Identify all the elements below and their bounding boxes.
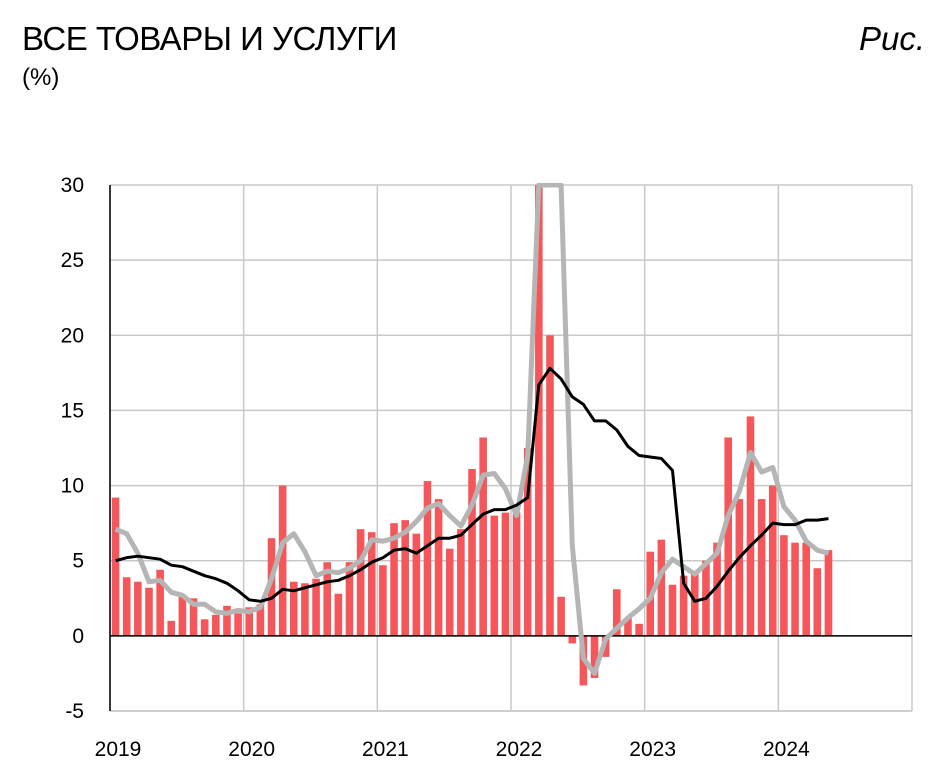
bar — [412, 533, 421, 636]
x-tick-label: 2023 — [629, 738, 676, 761]
bar — [445, 548, 454, 636]
bar — [434, 499, 443, 636]
bar — [156, 569, 164, 636]
y-tick-label: 15 — [61, 399, 84, 422]
bar — [523, 448, 532, 636]
x-tick-label: 2020 — [228, 738, 275, 761]
bar — [501, 512, 510, 636]
bar — [345, 562, 354, 636]
bar — [668, 584, 677, 636]
y-tick-label: 5 — [72, 550, 84, 573]
bar — [724, 437, 732, 636]
y-tick-label: 20 — [61, 324, 84, 347]
bar — [367, 532, 376, 636]
bar — [490, 515, 499, 636]
bar — [568, 635, 577, 644]
bar — [613, 589, 621, 636]
bar — [334, 593, 343, 636]
black-line-series — [115, 366, 829, 603]
x-tick-label: 2019 — [95, 738, 142, 761]
bar — [824, 550, 833, 636]
x-tick-labels: 2019 2020 2021 2022 2023 2024 — [95, 738, 810, 761]
chart-title: ВСЕ ТОВАРЫ И УСЛУГИ — [22, 20, 397, 57]
bar — [178, 596, 187, 636]
line-series — [114, 183, 830, 676]
bar — [312, 578, 320, 636]
bar — [813, 568, 822, 636]
y-tick-label: 10 — [61, 475, 84, 498]
gray-line-series — [114, 183, 830, 676]
bar — [713, 542, 721, 636]
axes — [109, 185, 912, 711]
x-tick-label: 2022 — [496, 738, 543, 761]
figure-label: Рис. — [858, 20, 925, 57]
bar — [256, 604, 265, 636]
bar — [356, 529, 365, 636]
bar — [390, 523, 398, 636]
bar — [290, 581, 298, 636]
bar — [379, 565, 387, 636]
bar — [267, 538, 276, 636]
bar — [735, 499, 744, 636]
y-tick-label: -5 — [65, 700, 84, 723]
bar — [757, 499, 766, 636]
bar-series — [111, 185, 833, 686]
bar — [200, 619, 209, 636]
y-tick-label: 0 — [72, 625, 84, 648]
bar — [134, 581, 142, 636]
bar — [624, 617, 632, 636]
bar — [512, 512, 521, 636]
bar — [802, 542, 810, 636]
bar — [679, 575, 688, 636]
bar — [590, 635, 599, 678]
bar — [546, 335, 554, 636]
bar — [457, 529, 465, 636]
bar — [535, 185, 543, 636]
bar — [657, 539, 666, 636]
bar — [557, 596, 565, 636]
bar — [635, 623, 643, 636]
bar — [691, 572, 699, 636]
y-tick-label: 25 — [61, 249, 84, 272]
bar — [468, 469, 476, 636]
y-tick-label: 30 — [61, 174, 84, 197]
bar — [780, 535, 788, 636]
bar — [479, 437, 487, 636]
bar — [401, 520, 409, 636]
y-tick-labels: -5 0 5 10 15 20 25 30 — [61, 174, 84, 723]
bar — [301, 583, 309, 636]
bar — [111, 497, 120, 636]
bar — [234, 613, 242, 636]
unit-label: (%) — [22, 64, 60, 91]
bar — [323, 562, 331, 636]
x-tick-label: 2024 — [763, 738, 810, 761]
bar — [245, 607, 254, 636]
x-tick-label: 2021 — [362, 738, 409, 761]
bar — [167, 620, 176, 636]
bar — [145, 587, 153, 636]
bar — [423, 481, 432, 636]
bar — [223, 605, 231, 636]
bar — [122, 577, 131, 636]
bar — [189, 598, 198, 636]
bar — [791, 542, 799, 636]
bar — [212, 614, 220, 636]
bar — [278, 485, 287, 636]
bar — [768, 485, 777, 636]
bar — [746, 416, 755, 636]
